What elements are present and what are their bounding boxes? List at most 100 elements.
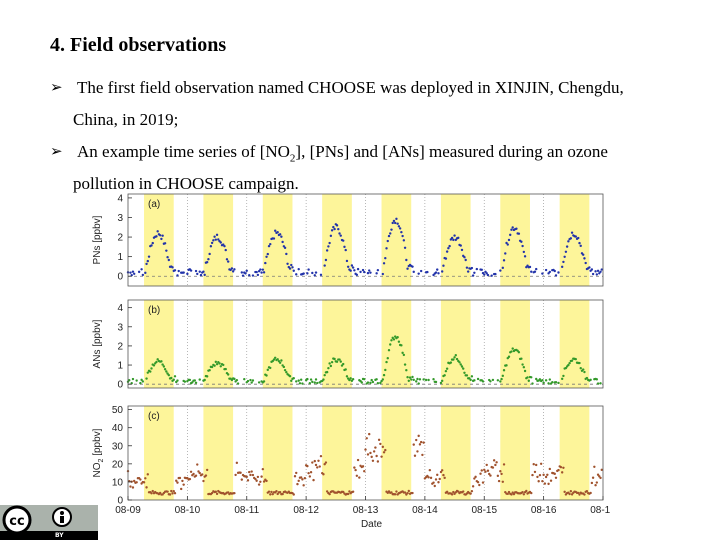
data-point [382,451,386,454]
data-point [217,238,220,241]
data-point [507,238,511,242]
data-point [272,358,276,361]
data-point [297,379,300,382]
data-point [480,268,483,271]
data-point [318,465,321,468]
data-point [434,380,438,384]
data-point [370,378,373,382]
data-point [369,271,372,274]
data-point [145,377,148,380]
data-point [500,472,503,476]
bullet-2-text-b: ], [PNs] and [ANs] measured during an oz… [295,142,608,161]
data-point [364,448,367,451]
data-point [210,365,214,369]
data-point [538,378,542,381]
data-point [235,378,239,382]
data-point [465,374,469,377]
data-point [182,483,185,486]
y-tick-label: 0 [117,380,123,391]
data-point [292,269,295,272]
data-point [490,274,493,277]
data-point [452,490,455,494]
data-point [147,255,151,258]
data-point [293,475,297,478]
data-point [371,459,375,462]
data-point [236,382,240,385]
data-point [168,493,172,496]
data-point [541,479,544,483]
data-point [391,221,394,225]
data-point [486,273,490,277]
data-points-0 [126,217,603,277]
data-point [387,349,391,352]
data-point [489,474,492,477]
data-point [230,267,234,270]
data-point [522,493,526,496]
data-point [595,273,599,276]
data-point [396,222,399,225]
data-point [239,471,242,474]
data-point [241,274,245,277]
data-point [313,459,316,463]
bullet-2-line-1: An example time series of [NO2], [PNs] a… [77,142,608,168]
data-point [593,465,596,468]
data-point [166,256,169,259]
data-point [349,269,352,272]
y-tick-label: 40 [112,423,124,434]
data-point [429,476,433,480]
data-point [309,378,313,381]
data-point [511,347,514,350]
data-point [596,382,600,385]
data-point [417,272,420,275]
data-point [302,484,305,487]
data-point [570,359,574,362]
data-point [595,378,599,381]
data-point [574,357,577,361]
data-point [156,230,159,233]
data-point [283,368,287,372]
data-point [585,489,589,493]
data-point [412,378,415,382]
data-point [348,490,351,493]
y-tick-label: 2 [117,233,123,244]
data-point [288,267,292,270]
data-point [377,438,381,442]
panel-frame [127,299,604,389]
data-point [522,250,526,254]
cc-icon [2,505,32,535]
data-point [583,370,586,374]
data-point [363,377,366,381]
data-point [417,434,420,438]
data-point [210,241,214,245]
data-point [594,484,597,487]
data-point [380,455,383,458]
data-point [181,479,184,483]
data-point [381,378,385,381]
data-point [390,339,393,342]
x-tick-label: 08-15 [471,505,497,516]
data-point [426,270,429,274]
data-point [502,369,506,372]
data-point [434,478,438,481]
data-point [342,362,345,366]
data-point [397,225,401,228]
data-point [473,477,476,480]
data-point [145,486,148,489]
data-point [276,231,279,234]
y-tick-label: 50 [112,405,124,416]
data-point [191,381,194,384]
data-point [306,272,309,275]
data-point [288,375,292,378]
data-point [569,490,573,493]
data-point [330,360,334,364]
data-point [512,492,516,496]
data-point [135,481,138,484]
data-point [442,473,445,477]
x-tick-label: 08-17 [590,505,610,516]
data-point [214,238,218,241]
data-point [408,376,412,379]
data-point [213,364,216,367]
data-point [499,470,502,473]
data-point [325,490,329,493]
data-point [445,490,449,494]
